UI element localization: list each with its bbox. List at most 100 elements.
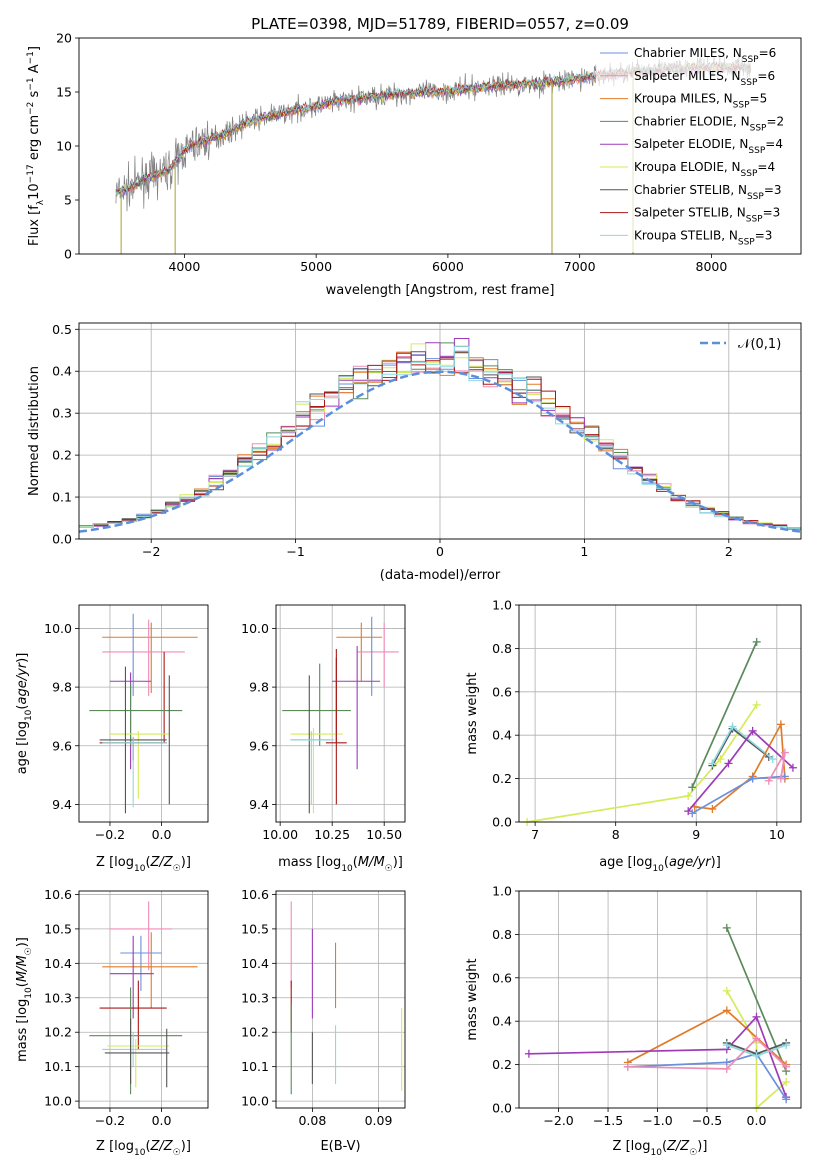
label-part: =2: [766, 114, 784, 128]
axes-frame: [275, 890, 406, 1109]
x-axis-label: mass [log10(M/M☉)]: [278, 855, 403, 874]
y-tick-label: 0.0: [492, 1101, 512, 1116]
label-part: SSP: [738, 237, 755, 247]
label-part: SSP: [747, 192, 764, 202]
y-tick-label: 10.1: [44, 1059, 72, 1074]
residual-histogram: [79, 352, 801, 530]
y-tick-label: 10: [56, 139, 72, 154]
label-part: =4: [757, 160, 775, 174]
x-tick-label: 6000: [432, 259, 464, 274]
histograms: [79, 338, 801, 533]
label-part: )]: [697, 1139, 707, 1154]
x-tick-label: 0.0: [152, 1113, 172, 1128]
label-part: ]: [27, 46, 42, 51]
label-part: age [log: [15, 721, 30, 774]
x-tick-label: −2.0: [543, 1113, 573, 1128]
x-tick-label: 5000: [300, 259, 332, 274]
y-tick-label: 0.8: [492, 927, 512, 942]
x-tick-label: 8000: [696, 259, 728, 274]
label-part: 10: [650, 1148, 662, 1158]
axes-frame: [275, 604, 406, 823]
axes-frame: [78, 890, 209, 1109]
label-part: 10: [134, 864, 146, 874]
legend-box: [596, 44, 796, 252]
label-part: =3: [763, 206, 781, 220]
label-part: mass [log: [278, 855, 341, 870]
axes-frame: [78, 322, 802, 540]
label-part: (: [662, 1139, 667, 1154]
x-tick-label: 2: [725, 544, 733, 559]
label-part: M/M: [358, 855, 385, 870]
y-tick-label: 0.5: [52, 322, 72, 337]
y-axis-label: age [log10(age/yr)]: [15, 653, 34, 775]
y-tick-label: 15: [56, 85, 72, 100]
label-part: 10: [341, 864, 353, 874]
weight-line: [528, 1015, 787, 1098]
y-tick-label: 10.0: [44, 621, 72, 636]
label-part: A: [27, 64, 42, 77]
label-part: Z [log: [613, 1139, 651, 1154]
label-part: Chabrier STELIB, N: [634, 183, 747, 197]
label-part: 10: [27, 183, 42, 200]
legend-entry: Salpeter STELIB, NSSP=3: [634, 206, 780, 225]
x-tick-label: −2: [142, 544, 160, 559]
label-part: Salpeter STELIB, N: [634, 206, 746, 220]
legend-entry: 𝒩(0,1): [738, 337, 781, 352]
y-tick-label: 10.5: [241, 921, 269, 936]
label-part: Flux [f: [27, 205, 42, 246]
label-part: SSP: [741, 78, 758, 88]
label-part: )]: [393, 855, 403, 870]
label-part: )]: [15, 937, 30, 947]
label-part: (: [664, 855, 669, 870]
label-part: ☉: [173, 1148, 181, 1158]
label-part: ☉: [24, 947, 34, 955]
y-tick-label: 10.4: [44, 956, 72, 971]
y-tick-label: 0: [64, 247, 72, 262]
y-tick-label: 0.6: [492, 684, 512, 699]
label-part: Z/Z: [666, 1139, 690, 1154]
label-part: Salpeter MILES, N: [634, 69, 741, 83]
y-tick-label: 0.6: [492, 970, 512, 985]
y-tick-label: 9.6: [52, 738, 72, 753]
error-bars: [282, 616, 399, 814]
axes-mass_vs_EBV: 0.08 0.09 10.0 10.1 10.2 10.3 10.4 10.5 10.6 E(B-…: [241, 887, 406, 1154]
legend-entry: Kroupa MILES, NSSP=5: [634, 92, 767, 111]
y-axis-label: mass weight: [465, 958, 480, 1040]
label-part: Kroupa ELODIE, N: [634, 160, 741, 174]
label-part: erg cm: [27, 115, 42, 164]
weight-line: [726, 990, 787, 1110]
x-tick-label: 0.09: [365, 1113, 393, 1128]
x-tick-label: 10: [769, 827, 785, 842]
x-tick-label: 10.50: [366, 827, 402, 842]
legend-entry: Salpeter ELODIE, NSSP=4: [634, 137, 783, 156]
legend-entry: Kroupa ELODIE, NSSP=4: [634, 160, 775, 179]
y-tick-label: 10.3: [241, 990, 269, 1005]
label-part: −17: [26, 164, 36, 183]
label-part: SSP: [746, 215, 763, 225]
x-axis-label: Z [log10(Z/Z☉)]: [96, 1139, 191, 1158]
y-tick-label: 5: [64, 193, 72, 208]
axes-residuals: −2 −1 0 1 2 0.0 0.1 0.2 0.3 0.4 0.5 (data-model)/er…: [27, 322, 802, 583]
y-tick-label: 10.0: [241, 1094, 269, 1109]
y-tick-label: 10.3: [44, 990, 72, 1005]
x-axis-label: E(B-V): [320, 1139, 360, 1154]
label-part: −1: [26, 51, 36, 64]
label-part: Z [log: [96, 1139, 134, 1154]
y-tick-label: 10.0: [241, 621, 269, 636]
y-tick-label: 0.0: [52, 532, 72, 547]
label-part: 10: [134, 1148, 146, 1158]
label-part: (: [15, 982, 30, 987]
y-tick-label: 0.4: [492, 1014, 512, 1029]
legend-entry: Chabrier STELIB, NSSP=3: [634, 183, 782, 202]
label-part: SSP: [750, 123, 767, 133]
y-tick-label: 9.8: [249, 680, 269, 695]
y-tick-label: 0.8: [492, 641, 512, 656]
label-part: )]: [181, 1139, 191, 1154]
x-axis-label: Z [log10(Z/Z☉)]: [613, 1139, 708, 1158]
x-tick-label: 1: [580, 544, 588, 559]
y-axis-label: mass [log10(M/M☉)]: [15, 937, 34, 1062]
label-part: =3: [764, 183, 782, 197]
x-tick-label: −0.2: [95, 1113, 125, 1128]
x-tick-label: −0.5: [692, 1113, 722, 1128]
